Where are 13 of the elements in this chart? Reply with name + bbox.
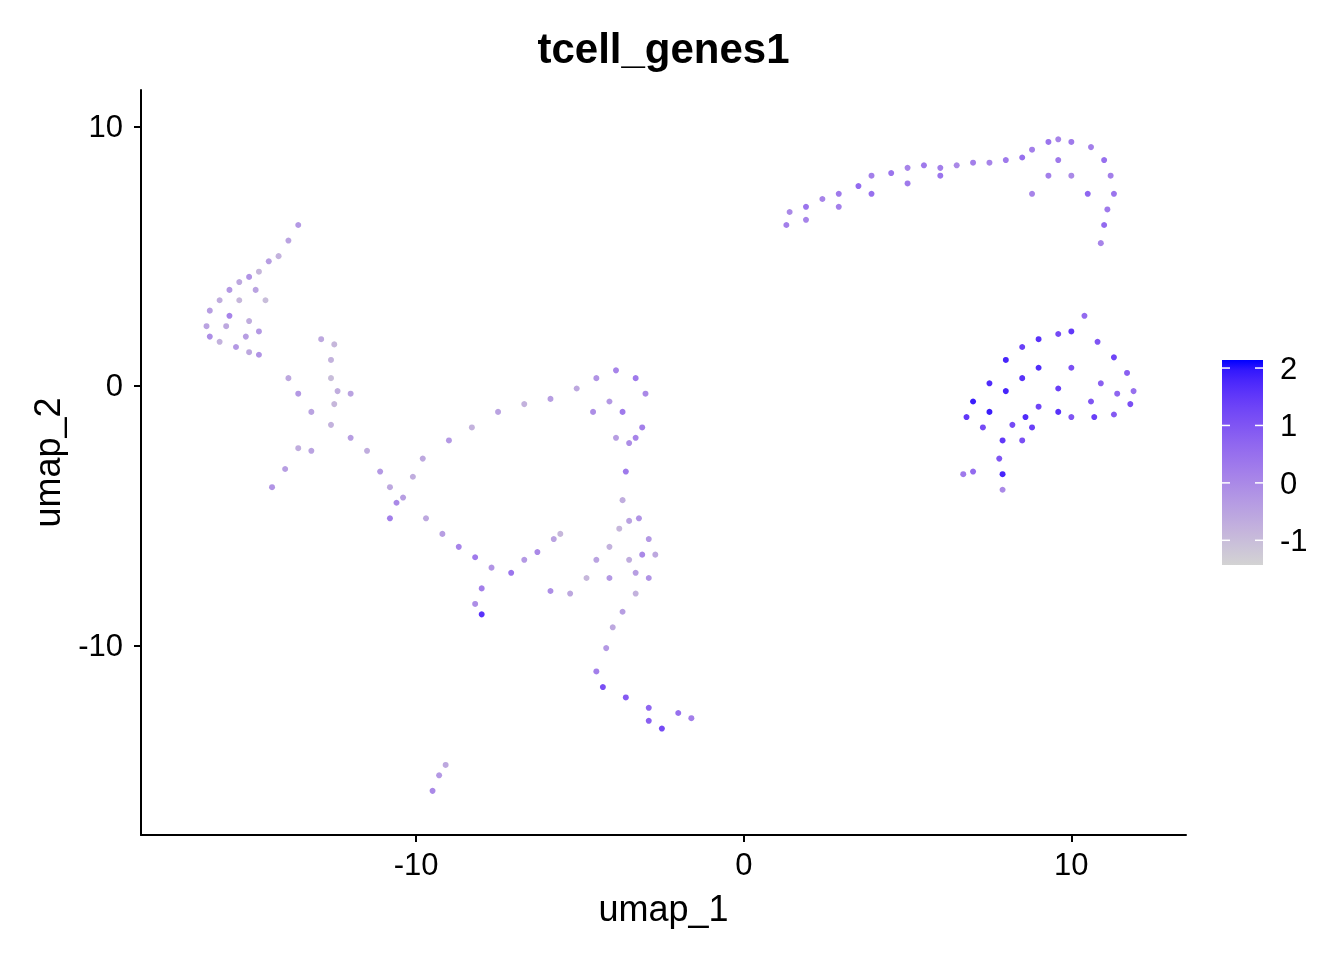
y-axis-title: umap_2 — [26, 397, 68, 528]
color-bar-label: 2 — [1280, 350, 1298, 386]
x-tick-label: 0 — [735, 847, 753, 882]
y-tick-label: 0 — [105, 368, 123, 404]
x-tick-label: 10 — [1054, 847, 1089, 882]
chart-title: tcell_genes1 — [537, 24, 790, 72]
x-axis-title: umap_1 — [598, 887, 729, 929]
x-tick-label: -10 — [393, 847, 439, 882]
color-bar-label: 1 — [1280, 407, 1298, 443]
y-tick-label: 10 — [88, 108, 123, 144]
color-bar-label: -1 — [1280, 522, 1308, 558]
color-bar-label: 0 — [1280, 465, 1298, 501]
y-tick-label: -10 — [78, 628, 123, 664]
